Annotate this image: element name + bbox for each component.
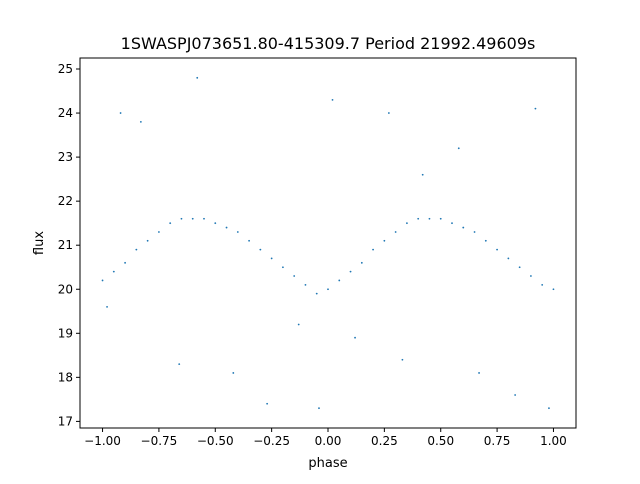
data-point	[124, 261, 126, 264]
y-tick-label: 24	[58, 106, 73, 120]
data-point	[421, 173, 424, 176]
y-tick-label: 23	[58, 150, 73, 164]
x-axis-label: phase	[308, 456, 347, 471]
y-tick-label: 21	[58, 238, 73, 252]
data-point	[158, 231, 160, 233]
x-tick-label: −0.25	[253, 434, 290, 448]
data-point	[478, 372, 480, 374]
data-point	[462, 226, 465, 229]
data-point	[259, 248, 262, 251]
x-tick-label: 0.75	[484, 434, 511, 448]
data-point	[180, 217, 183, 220]
data-point	[101, 279, 104, 282]
data-point	[552, 288, 555, 291]
y-tick-label: 17	[58, 414, 73, 428]
data-point	[119, 112, 122, 114]
data-point	[282, 266, 284, 269]
data-point	[266, 402, 269, 405]
data-point	[507, 257, 510, 260]
y-tick-label: 22	[58, 194, 73, 208]
data-point	[315, 292, 318, 295]
data-point	[232, 372, 235, 374]
data-point	[248, 239, 250, 242]
data-point	[112, 270, 115, 273]
data-point	[135, 248, 138, 251]
y-tick-label: 25	[58, 62, 73, 76]
x-tick-label: −0.75	[141, 434, 178, 448]
data-point	[406, 222, 408, 225]
data-point	[318, 407, 320, 410]
x-axis-ticks: −1.00 −0.75 −0.50 −0.25 0.00 0.25 0.50 0.75 1.00	[84, 428, 567, 448]
data-point	[349, 270, 352, 273]
data-point	[214, 222, 217, 225]
data-point	[360, 261, 363, 264]
data-point	[191, 217, 194, 220]
chart-title: 1SWASPJ073651.80-415309.7 Period 21992.4…	[121, 34, 536, 53]
y-tick-label: 19	[58, 326, 73, 340]
x-tick-label: −0.50	[197, 434, 234, 448]
data-point	[548, 407, 550, 410]
x-tick-label: 0.00	[315, 434, 342, 448]
data-point	[439, 217, 442, 220]
data-point	[236, 231, 239, 233]
data-point	[139, 120, 142, 123]
data-point	[146, 239, 149, 242]
data-point	[530, 275, 532, 277]
data-point	[383, 239, 386, 242]
data-point	[327, 288, 329, 291]
data-point	[401, 358, 404, 361]
plot-area	[80, 58, 576, 428]
data-point	[304, 283, 307, 286]
data-point	[417, 217, 420, 220]
data-point	[297, 323, 300, 326]
data-point	[541, 283, 544, 286]
data-point	[169, 222, 172, 225]
x-tick-label: −1.00	[84, 434, 121, 448]
data-points-layer	[101, 76, 555, 410]
data-point	[484, 239, 487, 242]
data-point	[270, 257, 273, 260]
x-tick-label: 0.50	[427, 434, 454, 448]
data-point	[196, 76, 199, 79]
data-point	[106, 305, 108, 308]
y-tick-label: 20	[58, 282, 73, 296]
data-point	[518, 266, 521, 269]
data-point	[225, 226, 228, 229]
y-tick-label: 18	[58, 370, 73, 384]
data-point	[293, 275, 296, 277]
data-point	[496, 248, 498, 251]
plot-frame	[79, 57, 577, 429]
data-point	[534, 107, 537, 110]
data-point	[514, 394, 517, 396]
x-tick-label: 0.25	[371, 434, 398, 448]
data-point	[354, 336, 356, 339]
x-tick-label: 1.00	[540, 434, 567, 448]
data-point	[457, 147, 460, 150]
data-point	[203, 217, 205, 220]
data-point	[331, 98, 334, 101]
y-axis-label: flux	[32, 231, 47, 255]
data-point	[394, 231, 397, 233]
y-axis-ticks: 17 18 19 20 21 22 23 24 25	[58, 62, 80, 428]
data-point	[473, 231, 476, 233]
data-point	[451, 222, 453, 225]
data-point	[178, 363, 181, 366]
data-point	[428, 217, 431, 220]
data-point	[387, 112, 390, 114]
data-point	[372, 248, 374, 251]
data-point	[338, 279, 341, 282]
